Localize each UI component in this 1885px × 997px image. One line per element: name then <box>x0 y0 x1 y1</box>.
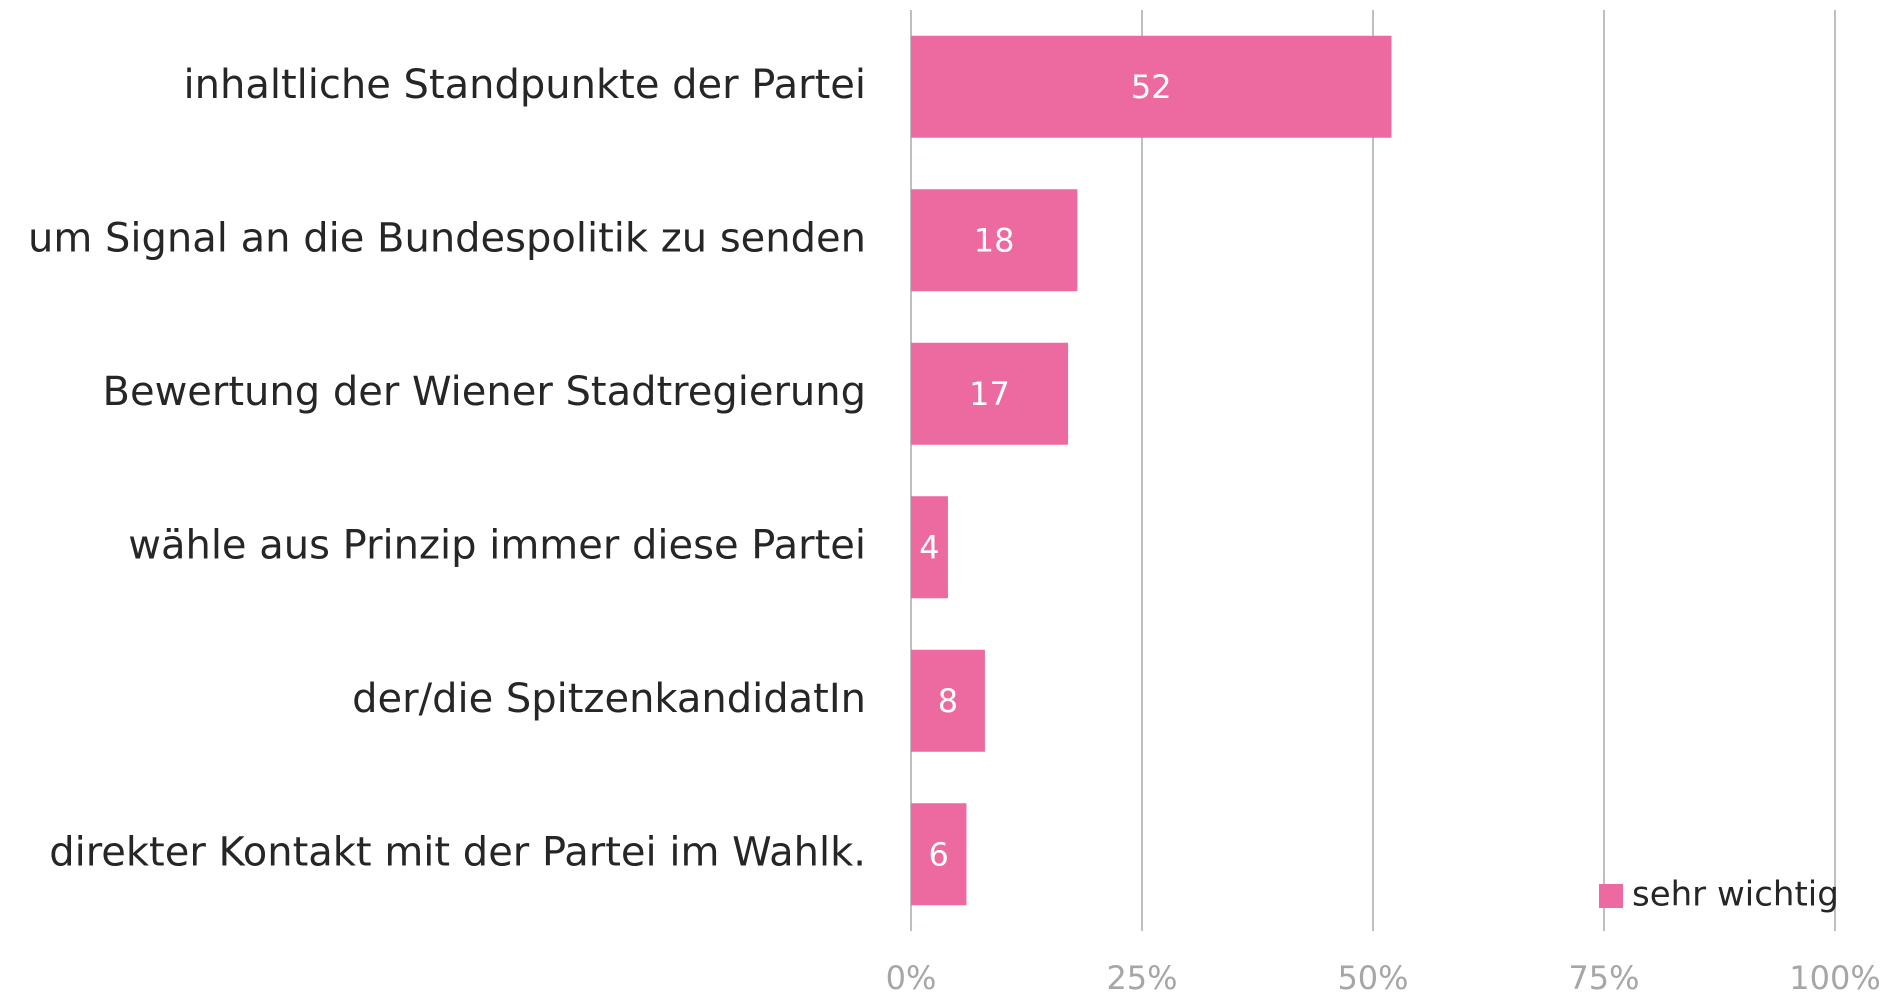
value-label: 4 <box>919 528 939 566</box>
y-tick-label: Bewertung der Wiener Stadtregierung <box>103 369 866 415</box>
value-label: 52 <box>1131 68 1172 106</box>
y-tick-label: um Signal an die Bundespolitik zu senden <box>28 215 866 261</box>
value-label: 17 <box>969 375 1010 413</box>
y-tick-label: der/die SpitzenkandidatIn <box>352 676 866 722</box>
value-label: 18 <box>974 221 1015 259</box>
x-tick-label: 100% <box>1789 959 1880 997</box>
value-label: 6 <box>929 835 949 873</box>
bar <box>911 803 967 906</box>
x-tick-label: 75% <box>1568 959 1639 997</box>
x-tick-label: 50% <box>1337 959 1408 997</box>
x-tick-label: 25% <box>1106 959 1177 997</box>
legend-label: sehr wichtig <box>1632 875 1839 915</box>
bar <box>911 496 948 599</box>
value-label: 8 <box>938 682 958 720</box>
bar <box>911 35 1392 138</box>
y-tick-label: wähle aus Prinzip immer diese Partei <box>128 522 866 568</box>
legend-swatch <box>1599 884 1623 908</box>
y-tick-label: direkter Kontakt mit der Partei im Wahlk… <box>49 829 866 875</box>
bar <box>911 649 985 752</box>
bar <box>911 342 1069 445</box>
y-tick-label: inhaltliche Standpunkte der Partei <box>184 62 866 108</box>
x-tick-label: 0% <box>886 959 937 997</box>
bar <box>911 189 1078 292</box>
